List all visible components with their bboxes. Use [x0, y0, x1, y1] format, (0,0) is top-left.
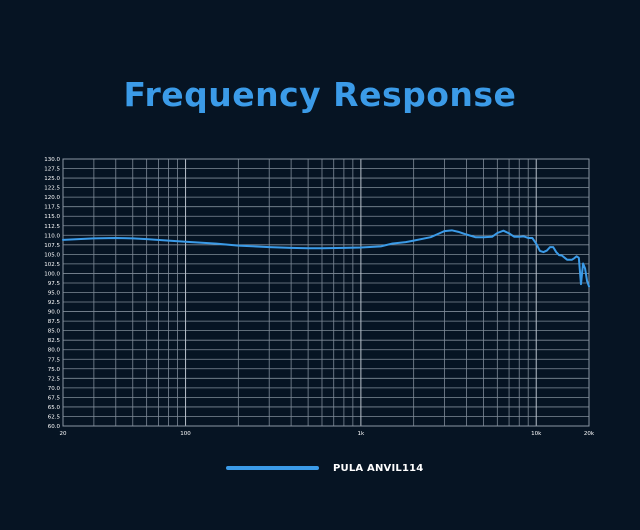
y-tick-label: 67.5: [48, 395, 61, 401]
y-tick-label: 75.0: [48, 367, 61, 373]
series-layer: [62, 229, 590, 288]
y-tick-label: 60.0: [48, 424, 61, 430]
y-tick-label: 65.0: [48, 405, 61, 411]
legend-swatch: [226, 466, 319, 470]
y-tick-label: 87.5: [48, 319, 61, 325]
x-tick-label: 1k: [358, 431, 365, 437]
y-tick-label: 127.5: [44, 167, 60, 173]
x-tick-label: 10k: [531, 431, 542, 437]
y-tick-label: 80.0: [48, 348, 61, 354]
y-tick-label: 107.5: [44, 243, 60, 249]
y-tick-label: 82.5: [48, 338, 61, 344]
y-tick-label: 115.0: [44, 214, 60, 220]
grid-lines: [62, 158, 590, 427]
legend-label: PULA ANVIL114: [333, 462, 424, 474]
y-tick-label: 105.0: [44, 252, 60, 258]
x-tick-label: 20k: [584, 431, 595, 437]
y-tick-label: 77.5: [48, 357, 61, 363]
x-axis-ticks: 20 100 1k 10k 20k: [60, 431, 595, 437]
chart-title: Frequency Response: [123, 75, 517, 114]
y-tick-label: 110.0: [44, 233, 60, 239]
x-tick-label: 100: [180, 431, 191, 437]
y-tick-label: 117.5: [44, 205, 60, 211]
y-tick-label: 62.5: [48, 414, 61, 420]
y-tick-label: 130.0: [44, 157, 60, 163]
x-tick-label: 20: [60, 431, 67, 437]
y-tick-label: 90.0: [48, 310, 61, 316]
plot-frame: [62, 158, 590, 427]
y-axis-ticks: 60.0 62.5 65.0 67.5 70.0 72.5 75.0 77.5 80.0 82.5…: [44, 157, 60, 430]
y-tick-label: 95.0: [48, 291, 61, 297]
y-tick-label: 97.5: [48, 281, 61, 287]
y-tick-label: 112.5: [44, 224, 60, 230]
y-tick-label: 125.0: [44, 176, 60, 182]
series-line-pula-anvil114: [62, 229, 590, 288]
y-tick-label: 102.5: [44, 262, 60, 268]
y-tick-label: 85.0: [48, 329, 61, 335]
y-tick-label: 72.5: [48, 376, 61, 382]
y-tick-label: 100.0: [44, 271, 60, 277]
y-tick-label: 122.5: [44, 186, 60, 192]
y-tick-label: 92.5: [48, 300, 61, 306]
legend: PULA ANVIL114: [226, 459, 423, 477]
y-tick-label: 120.0: [44, 195, 60, 201]
y-tick-label: 70.0: [48, 386, 61, 392]
